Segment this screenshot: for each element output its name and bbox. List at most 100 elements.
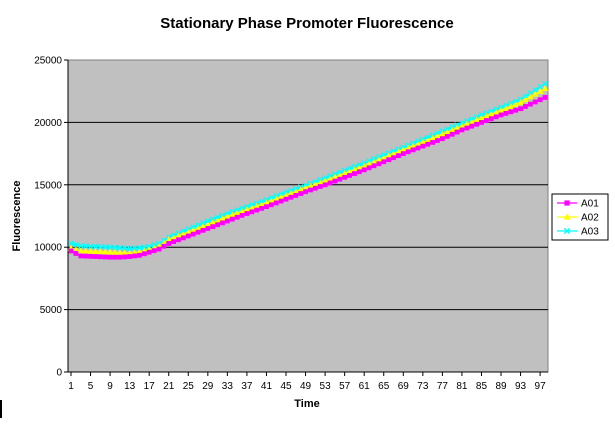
data-point [249, 209, 255, 215]
data-point [106, 248, 114, 255]
data-point [522, 93, 529, 100]
y-tick-label: 20000 [34, 118, 62, 129]
data-point [352, 171, 357, 176]
data-point [97, 254, 103, 260]
data-point [396, 153, 401, 159]
x-tick-label: 21 [163, 381, 175, 392]
data-point [77, 243, 84, 249]
data-point [258, 201, 265, 208]
legend-label: A03 [581, 227, 599, 238]
data-point [112, 244, 118, 251]
data-point [92, 243, 99, 250]
data-point [224, 218, 230, 224]
x-tick-label: 73 [417, 381, 429, 392]
data-point [228, 211, 236, 218]
data-point [493, 114, 499, 120]
data-point [435, 138, 440, 143]
series-layer [67, 80, 549, 260]
data-point [190, 231, 196, 237]
y-tick-label: 15000 [34, 180, 62, 191]
data-point [342, 174, 348, 180]
data-point [385, 152, 393, 159]
series-a01 [68, 95, 548, 260]
data-point [243, 206, 251, 213]
data-point [278, 198, 284, 204]
data-point [474, 121, 479, 127]
data-point [102, 254, 108, 260]
data-point [469, 123, 475, 129]
data-point [321, 177, 329, 184]
x-tick-label: 45 [280, 381, 292, 392]
x-tick-label: 77 [437, 381, 449, 392]
data-point [136, 244, 143, 251]
legend: A01 A02 A03 [551, 193, 609, 241]
x-tick-label: 9 [107, 381, 113, 392]
data-point [259, 205, 264, 211]
legend-label: A01 [581, 199, 599, 210]
data-point [380, 154, 388, 161]
data-point [97, 243, 104, 250]
data-point [311, 181, 319, 187]
x-tick-label: 41 [261, 381, 273, 392]
data-point [390, 150, 397, 157]
data-point [326, 175, 334, 182]
data-point [137, 252, 142, 258]
legend-item-a03: A03 [557, 227, 599, 238]
x-tick-label: 13 [124, 381, 136, 392]
y-axis-title: Fluorescence [11, 181, 23, 252]
data-point [375, 156, 383, 163]
data-point [127, 254, 133, 259]
data-point [307, 182, 314, 189]
data-point [498, 112, 504, 118]
data-point [522, 96, 529, 103]
data-point [400, 151, 406, 156]
data-point [542, 95, 548, 100]
data-point [292, 188, 300, 195]
data-point [541, 85, 549, 92]
data-point [189, 226, 197, 233]
data-point [102, 244, 109, 250]
data-point [116, 244, 123, 251]
data-point [410, 147, 416, 153]
data-point [399, 146, 407, 153]
data-point [93, 254, 98, 259]
data-point [184, 228, 192, 235]
data-point [537, 83, 544, 90]
data-point [536, 88, 544, 94]
y-tick-label: 25000 [34, 56, 62, 67]
data-point [293, 193, 299, 198]
data-point [185, 233, 191, 239]
data-point [317, 184, 323, 189]
data-point [518, 106, 523, 112]
x-tick-label: 93 [515, 381, 527, 392]
x-tick-label: 97 [535, 381, 547, 392]
data-point [459, 127, 465, 133]
data-point [336, 172, 344, 178]
x-tick-label: 53 [320, 381, 332, 392]
data-point [415, 145, 421, 151]
data-point [360, 162, 368, 169]
data-point [532, 87, 539, 93]
y-axis-ticks: 0 5000 10000 15000 20000 25000 [34, 56, 68, 379]
data-point [121, 245, 128, 252]
data-point [199, 223, 207, 230]
data-point [244, 211, 250, 216]
data-point [322, 182, 328, 188]
data-point [156, 246, 162, 252]
data-point [502, 105, 510, 111]
data-point [337, 176, 343, 182]
data-point [268, 202, 274, 208]
data-point [200, 220, 206, 226]
data-point [366, 165, 372, 171]
data-point [200, 227, 206, 233]
data-point [331, 173, 339, 180]
data-point [229, 216, 235, 222]
data-point [107, 244, 113, 251]
data-point [370, 158, 378, 165]
edge-marker [0, 400, 2, 418]
data-point [195, 229, 201, 235]
data-point [214, 217, 221, 224]
data-point [449, 131, 455, 137]
data-point [347, 173, 352, 178]
data-point [72, 246, 80, 253]
